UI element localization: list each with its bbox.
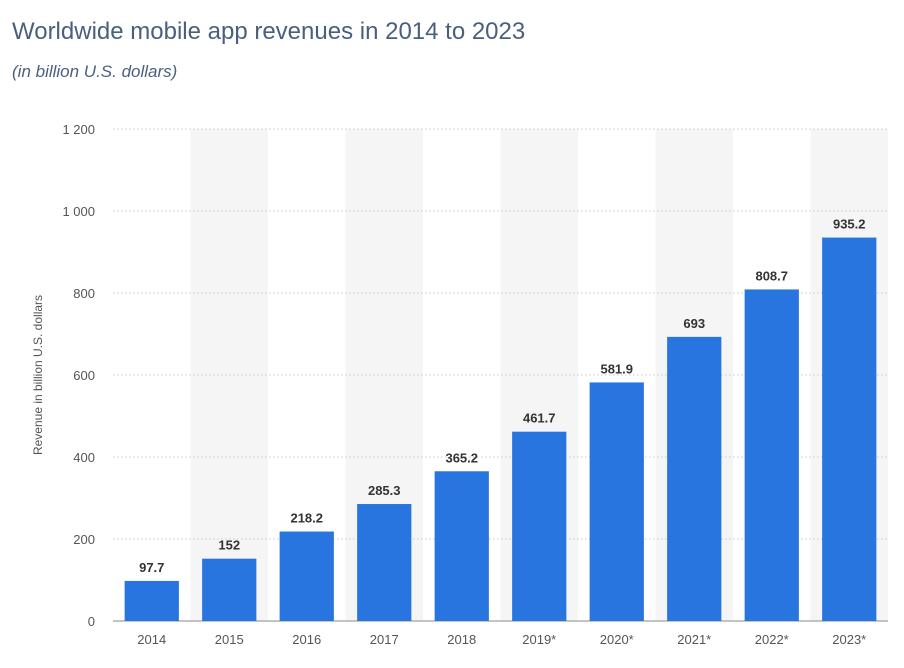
y-tick-label: 400 (73, 450, 95, 465)
x-tick-label: 2014 (137, 632, 166, 647)
data-label: 693 (683, 316, 705, 331)
x-tick-label: 2016 (292, 632, 321, 647)
bar (589, 382, 644, 621)
y-axis-label: Revenue in billion U.S. dollars (31, 295, 45, 455)
x-tick-label: 2023* (832, 632, 866, 647)
y-tick-label: 0 (88, 614, 95, 629)
x-tick-label: 2018 (447, 632, 476, 647)
data-label: 285.3 (368, 483, 401, 498)
data-label: 218.2 (290, 511, 323, 526)
data-label: 808.7 (755, 268, 788, 283)
y-tick-label: 1 000 (62, 204, 95, 219)
bar (744, 289, 799, 621)
bar (202, 558, 257, 621)
y-tick-label: 200 (73, 532, 95, 547)
chart-title: Worldwide mobile app revenues in 2014 to… (12, 18, 526, 45)
data-label: 461.7 (523, 411, 556, 426)
y-tick-label: 600 (73, 368, 95, 383)
x-tick-label: 2021* (677, 632, 711, 647)
x-tick-label: 2019* (522, 632, 556, 647)
bar (357, 504, 412, 621)
data-label: 97.7 (139, 560, 164, 575)
bar (279, 531, 334, 621)
x-tick-label: 2017 (370, 632, 399, 647)
data-label: 152 (218, 538, 240, 553)
data-label: 935.2 (833, 217, 866, 232)
bar (434, 471, 489, 621)
bar (512, 431, 567, 621)
y-tick-label: 1 200 (62, 122, 95, 137)
chart-subtitle: (in billion U.S. dollars) (12, 62, 178, 81)
y-tick-label: 800 (73, 286, 95, 301)
data-label: 581.9 (600, 361, 633, 376)
bar (124, 580, 179, 621)
bar (667, 336, 722, 621)
data-label: 365.2 (445, 450, 478, 465)
bar (822, 237, 877, 621)
x-tick-label: 2020* (600, 632, 634, 647)
x-tick-label: 2015 (215, 632, 244, 647)
x-tick-label: 2022* (755, 632, 789, 647)
